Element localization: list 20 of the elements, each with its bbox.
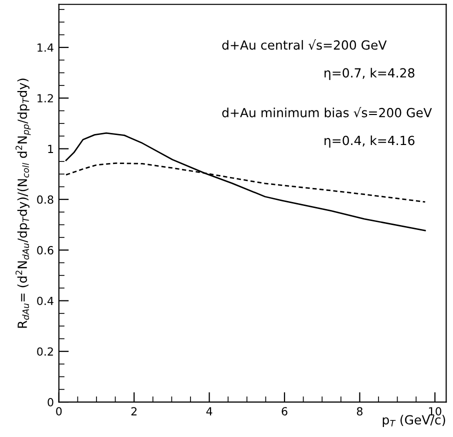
- y-tick-label: 0.8: [37, 195, 54, 204]
- x-tick-label: 4: [206, 407, 212, 416]
- annotation: η=0.4, k=4.16: [324, 136, 414, 148]
- annotation: d+Au central √s=200 GeV: [222, 39, 387, 50]
- y-tick-label: 0: [48, 398, 54, 406]
- y-tick-label: 0.6: [37, 246, 54, 254]
- annotation: d+Au minimum bias √s=200 GeV: [222, 107, 432, 118]
- y-tick-label: 1.4: [38, 44, 54, 52]
- y-tick-label: 1: [48, 144, 54, 153]
- x-tick-label: 2: [131, 407, 137, 416]
- y-tick-label: 0.4: [37, 296, 54, 306]
- annotation: η=0.7, k=4.28: [324, 68, 414, 80]
- y-tick-label: 1.2: [38, 94, 53, 102]
- x-tick-label: 8: [356, 407, 362, 416]
- y-tick-label: 0.2: [37, 347, 53, 356]
- x-tick-label: 0: [56, 407, 62, 416]
- text: R$_{dAu}$= (d$^{2}$N$_{dAu}$/dp$_{T}$dy)/(N$_{coll}$ d$^{2}$N$_{pp}$/dp$_{T}$dy): [16, 78, 31, 328]
- x-axis-title: p$_{T}$ (GeV/c): [382, 414, 446, 427]
- x-tick-label: 6: [282, 407, 288, 416]
- x-tick-label: 10: [429, 407, 442, 416]
